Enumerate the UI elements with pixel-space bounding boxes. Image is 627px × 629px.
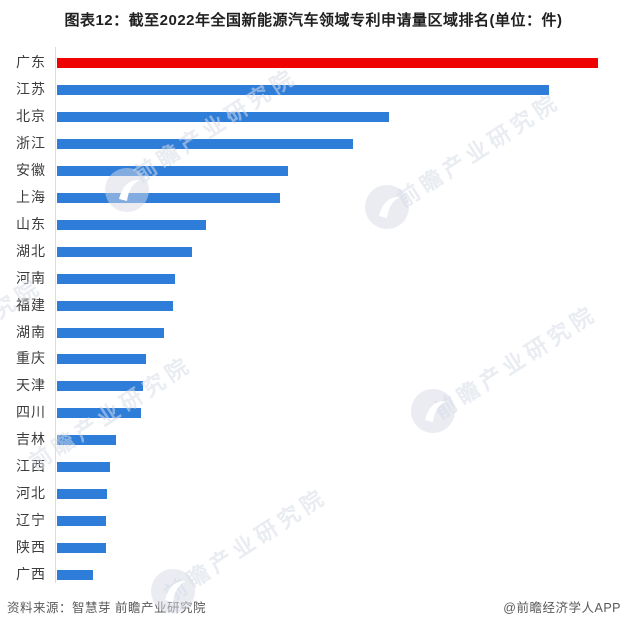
- bar: [57, 192, 280, 203]
- bar: [57, 542, 106, 553]
- bar: [57, 407, 141, 418]
- bar: [57, 84, 549, 95]
- bar: [57, 353, 146, 364]
- category-label: 河北: [16, 485, 46, 501]
- category-label: 河南: [16, 270, 46, 286]
- chart-row: 浙江: [0, 130, 627, 157]
- bar-highlighted: [57, 57, 598, 68]
- bar: [57, 273, 175, 284]
- bar: [57, 434, 116, 445]
- chart-row: 安徽: [0, 157, 627, 184]
- chart-row: 北京: [0, 103, 627, 130]
- chart-row: 吉林: [0, 426, 627, 453]
- category-label: 上海: [16, 189, 46, 205]
- chart-row: 四川: [0, 399, 627, 426]
- bar: [57, 380, 143, 391]
- bar: [57, 111, 389, 122]
- bar: [57, 488, 107, 499]
- category-label: 福建: [16, 297, 46, 313]
- category-axis-line: [55, 47, 56, 583]
- bar: [57, 300, 173, 311]
- chart-row: 天津: [0, 372, 627, 399]
- category-label: 重庆: [16, 350, 46, 366]
- category-label: 江西: [16, 458, 46, 474]
- bar: [57, 515, 106, 526]
- category-label: 北京: [16, 108, 46, 124]
- bar: [57, 219, 206, 230]
- chart-row: 江苏: [0, 76, 627, 103]
- data-source-note: 资料来源：智慧芽 前瞻产业研究院: [7, 601, 206, 615]
- publisher-note: @前瞻经济学人APP: [503, 601, 621, 615]
- chart-row: 山东: [0, 211, 627, 238]
- category-label: 江苏: [16, 81, 46, 97]
- bar: [57, 246, 192, 257]
- category-label: 浙江: [16, 135, 46, 151]
- bar: [57, 327, 164, 338]
- chart-row: 河南: [0, 265, 627, 292]
- chart-row: 江西: [0, 453, 627, 480]
- category-label: 广西: [16, 566, 46, 582]
- category-label: 陕西: [16, 539, 46, 555]
- chart-row: 上海: [0, 184, 627, 211]
- category-label: 湖北: [16, 243, 46, 259]
- chart-row: 湖南: [0, 319, 627, 346]
- chart-row: 福建: [0, 292, 627, 319]
- category-label: 湖南: [16, 324, 46, 340]
- bar: [57, 138, 353, 149]
- chart-row: 广东: [0, 49, 627, 76]
- chart-title: 图表12：截至2022年全国新能源汽车领域专利申请量区域排名(单位：件): [64, 12, 563, 29]
- category-label: 四川: [16, 404, 46, 420]
- chart-row: 广西: [0, 561, 627, 588]
- category-label: 广东: [16, 54, 46, 70]
- chart-row: 河北: [0, 480, 627, 507]
- bar: [57, 165, 288, 176]
- bar: [57, 461, 110, 472]
- chart-row: 辽宁: [0, 507, 627, 534]
- category-label: 安徽: [16, 162, 46, 178]
- chart-row: 湖北: [0, 238, 627, 265]
- bar: [57, 569, 93, 580]
- category-label: 辽宁: [16, 512, 46, 528]
- category-label: 山东: [16, 216, 46, 232]
- category-label: 吉林: [16, 431, 46, 447]
- chart-row: 重庆: [0, 345, 627, 372]
- category-label: 天津: [16, 377, 46, 393]
- chart-row: 陕西: [0, 534, 627, 561]
